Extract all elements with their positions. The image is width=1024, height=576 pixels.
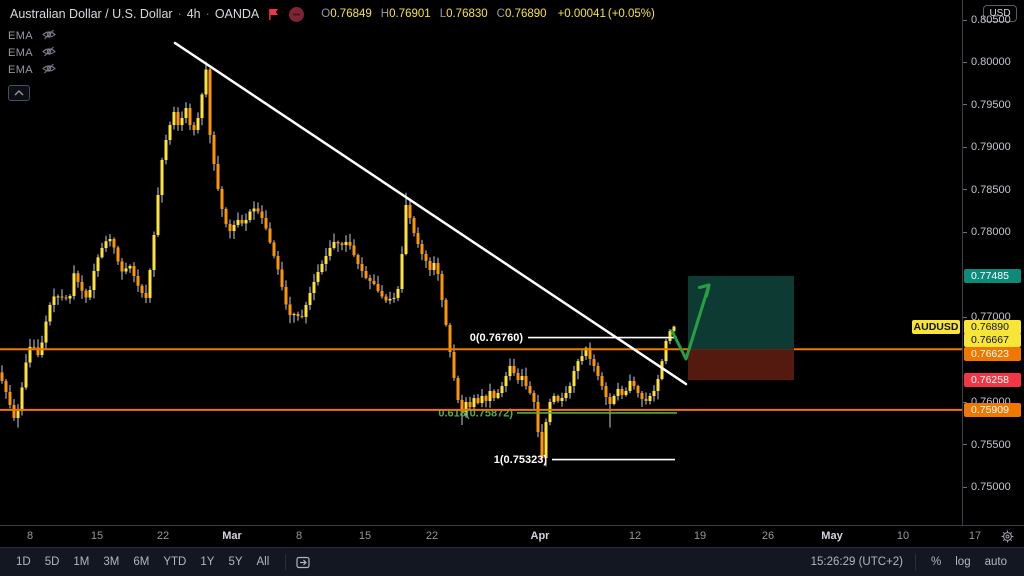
price-tick: 0.80000: [963, 56, 1011, 68]
long-position-tool[interactable]: [688, 276, 794, 381]
price-label: 0.76623: [964, 347, 1021, 361]
range-button-1d[interactable]: 1D: [10, 554, 37, 570]
chevron-up-icon: [14, 90, 24, 96]
svg-text:1(0.75323): 1(0.75323): [494, 454, 548, 466]
title-separator: ·: [205, 7, 210, 21]
chart-header: Australian Dollar / U.S. Dollar · 4h · O…: [0, 0, 1024, 28]
time-tick: 22: [156, 530, 170, 542]
time-axis[interactable]: 8 15 22 Mar 8 15 22 Apr 12 19 26 May 10 17: [0, 525, 1024, 547]
interval-label[interactable]: 4h: [186, 7, 201, 21]
time-tick: 12: [628, 530, 642, 542]
time-tick: 8: [295, 530, 303, 542]
time-tick: Mar: [222, 530, 242, 542]
toolbar-divider: [915, 554, 917, 570]
indicator-label: EMA: [8, 47, 34, 59]
gear-icon[interactable]: [1001, 530, 1014, 548]
price-tick: 0.78000: [963, 226, 1011, 238]
indicator-row-ema[interactable]: EMA: [8, 62, 56, 78]
indicator-row-ema[interactable]: EMA: [8, 45, 56, 61]
price-label: 0.76667: [964, 333, 1021, 347]
symbol-title[interactable]: Australian Dollar / U.S. Dollar: [10, 7, 173, 21]
range-button-5y[interactable]: 5Y: [222, 554, 248, 570]
price-axis[interactable]: USD 0.80500 0.80000 0.79500 0.79000 0.78500 0…: [962, 0, 1024, 525]
range-button-5d[interactable]: 5D: [39, 554, 66, 570]
time-tick: 26: [761, 530, 775, 542]
toolbar-divider: [285, 554, 287, 570]
eye-off-icon[interactable]: [42, 27, 56, 45]
range-button-1y[interactable]: 1Y: [194, 554, 220, 570]
change-absolute: +0.00041: [557, 8, 606, 20]
price-tick: 0.79500: [963, 99, 1011, 111]
indicator-row-ema[interactable]: EMA: [8, 28, 56, 44]
price-tick: 0.75000: [963, 481, 1011, 493]
price-tick: 0.75500: [963, 439, 1011, 451]
legend-collapse-button[interactable]: [8, 85, 30, 101]
price-label: 0.75909: [964, 403, 1021, 417]
clock-label[interactable]: 15:26:29 (UTC+2): [810, 556, 904, 568]
range-button-1m[interactable]: 1M: [67, 554, 95, 570]
time-tick: Apr: [530, 530, 550, 542]
ohlc-value: H0.76901: [380, 8, 431, 20]
ohlc-value: O0.76849: [321, 8, 372, 20]
title-separator: ·: [177, 7, 182, 21]
chart-canvas[interactable]: 0(0.76760)0.618(0.75872)1(0.75323): [0, 0, 962, 525]
price-label: 0.76890: [964, 320, 1021, 334]
price-label: 0.76258: [964, 373, 1021, 387]
flag-icon[interactable]: [268, 8, 279, 21]
ohlc-value: C0.76890: [496, 8, 547, 20]
go-to-date-icon[interactable]: [296, 556, 311, 569]
exchange-label[interactable]: OANDA: [214, 7, 260, 21]
ohlc-readout: O0.76849 H0.76901 L0.76830 C0.76890: [321, 8, 555, 20]
eye-off-icon[interactable]: [42, 44, 56, 62]
bottom-toolbar: 1D 5D 1M 3M 6M YTD 1Y 5Y All 15:26:29 (UTC+2) % …: [0, 547, 1024, 576]
price-tick: 0.79000: [963, 141, 1011, 153]
candlesticks: [0, 61, 676, 467]
change-percent: (+0.05%): [607, 8, 655, 20]
ohlc-value: L0.76830: [439, 8, 488, 20]
svg-text:0(0.76760): 0(0.76760): [470, 332, 524, 344]
range-button-6m[interactable]: 6M: [127, 554, 155, 570]
time-tick: 17: [968, 530, 982, 542]
indicator-label: EMA: [8, 64, 34, 76]
range-button-all[interactable]: All: [251, 554, 276, 570]
log-scale-button[interactable]: log: [948, 554, 977, 570]
projection-arrow[interactable]: [670, 283, 711, 361]
percent-scale-button[interactable]: %: [924, 554, 948, 570]
time-tick: 19: [693, 530, 707, 542]
time-tick: 8: [26, 530, 34, 542]
range-button-ytd[interactable]: YTD: [157, 554, 192, 570]
oanda-logo-icon: [288, 6, 305, 23]
symbol-price-tag: AUDUSD: [912, 320, 960, 334]
trendline[interactable]: [173, 41, 688, 386]
price-label: 0.77485: [964, 269, 1021, 283]
time-tick: 10: [896, 530, 910, 542]
time-tick: 15: [90, 530, 104, 542]
auto-scale-button[interactable]: auto: [978, 554, 1014, 570]
eye-off-icon[interactable]: [42, 61, 56, 79]
currency-button[interactable]: USD: [983, 5, 1017, 22]
indicator-label: EMA: [8, 30, 34, 42]
indicator-legend: EMA EMA EMA: [8, 28, 56, 101]
time-tick: 15: [358, 530, 372, 542]
price-tick: 0.80500: [963, 14, 1011, 26]
price-tick: 0.78500: [963, 184, 1011, 196]
time-tick: 22: [425, 530, 439, 542]
range-button-3m[interactable]: 3M: [97, 554, 125, 570]
time-tick: May: [821, 530, 843, 542]
